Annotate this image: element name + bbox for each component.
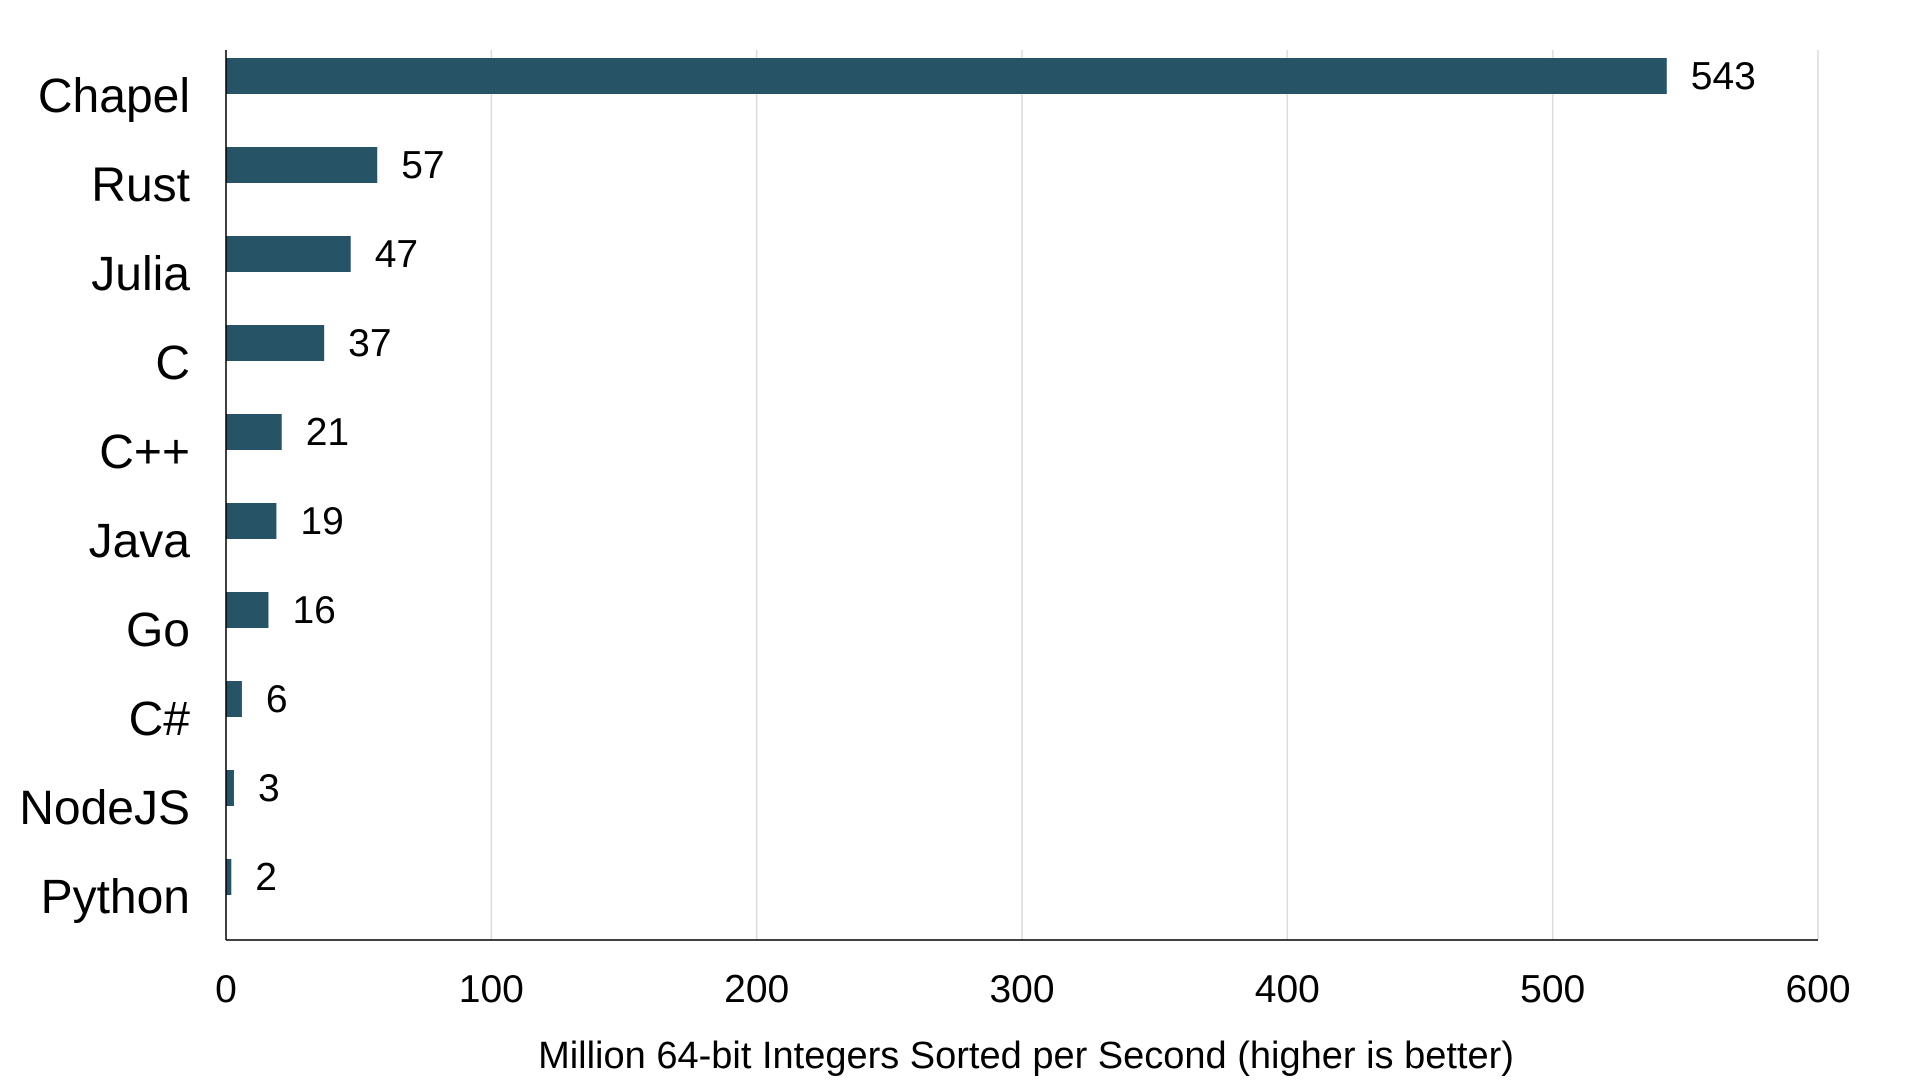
data-label: 6 — [266, 678, 288, 721]
x-axis-title: Million 64-bit Integers Sorted per Secon… — [538, 1035, 1514, 1077]
bar-python — [226, 859, 232, 895]
bar-chapel — [226, 58, 1667, 94]
bar-c- — [226, 414, 282, 450]
x-tick-label: 100 — [459, 968, 524, 1011]
data-label: 16 — [292, 589, 335, 632]
data-label: 21 — [306, 411, 349, 454]
bar-rust — [226, 147, 378, 183]
x-tick-label: 300 — [989, 968, 1054, 1011]
bar-nodejs — [226, 770, 234, 806]
category-label: Java — [89, 515, 191, 568]
bar-go — [226, 592, 269, 628]
x-tick-label: 0 — [215, 968, 237, 1011]
category-label: C++ — [99, 426, 190, 479]
category-label: Julia — [91, 248, 190, 301]
gridlines — [490, 50, 1819, 940]
category-label: C — [155, 337, 190, 390]
x-tick-label: 500 — [1520, 968, 1585, 1011]
category-label: Rust — [91, 159, 190, 212]
labels: 0 100 200 300 400 500 600 543 Chapel 57 Rust 47 Juli… — [19, 55, 1850, 1011]
x-tick-label: 200 — [724, 968, 789, 1011]
bar-julia — [226, 236, 351, 272]
category-label: Go — [126, 604, 190, 657]
category-label: Python — [41, 871, 190, 924]
data-label: 47 — [375, 233, 418, 276]
bar-c — [226, 325, 325, 361]
axes — [225, 50, 1818, 941]
bars — [226, 58, 1667, 895]
data-label: 543 — [1691, 55, 1756, 98]
category-label: Chapel — [38, 70, 190, 123]
bar-c- — [226, 681, 242, 717]
x-tick-label: 600 — [1785, 968, 1850, 1011]
category-label: NodeJS — [19, 782, 190, 835]
category-label: C# — [129, 693, 191, 746]
data-label: 57 — [401, 144, 444, 187]
data-label: 3 — [258, 767, 280, 810]
data-label: 37 — [348, 322, 391, 365]
data-label: 19 — [300, 500, 343, 543]
bar-java — [226, 503, 277, 539]
x-tick-label: 400 — [1255, 968, 1320, 1011]
data-label: 2 — [255, 856, 277, 899]
